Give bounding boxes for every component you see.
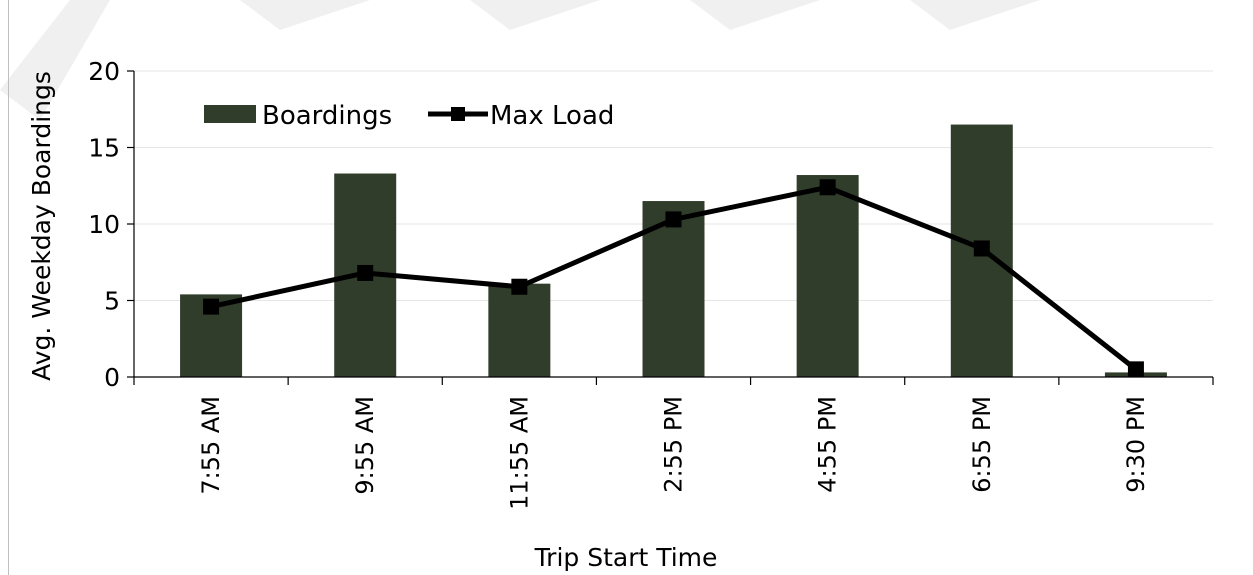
x-tick-label: 7:55 AM	[197, 396, 225, 495]
legend: Boardings Max Load	[204, 101, 614, 131]
max-load-marker	[203, 298, 220, 315]
bar-boardings	[796, 175, 859, 377]
x-tick-label: 4:55 PM	[814, 396, 842, 493]
x-tick-label: 11:55 AM	[505, 396, 533, 510]
watermark-stripe	[240, 0, 370, 30]
y-tick-label: 5	[104, 287, 120, 316]
max-load-marker	[511, 278, 528, 295]
x-axis-label: Trip Start Time	[534, 543, 718, 572]
x-tick-label: 6:55 PM	[968, 396, 996, 493]
y-tick-label: 15	[88, 134, 120, 163]
plot-area: 0 5 10 15 20 7:55 AM 9:55 AM 11:55 AM 2:55 PM 4:…	[88, 57, 1214, 510]
max-load-marker	[357, 264, 374, 281]
watermark-stripe	[470, 0, 600, 30]
watermark-stripe	[690, 0, 820, 30]
x-tick-label: 2:55 PM	[660, 396, 688, 493]
background-watermark	[0, 0, 1040, 120]
x-axis-ticks: 7:55 AM 9:55 AM 11:55 AM 2:55 PM 4:55 PM 6:55…	[133, 377, 1214, 510]
legend-swatch-boardings	[204, 105, 256, 123]
boardings-bars	[180, 124, 1167, 377]
x-tick-label: 9:55 AM	[351, 396, 379, 495]
legend-marker-max-load	[451, 107, 465, 121]
y-axis-label: Avg. Weekday Boardings	[27, 71, 56, 381]
y-axis-ticks: 0 5 10 15 20	[88, 57, 134, 392]
y-tick-label: 10	[88, 210, 120, 239]
bar-boardings	[488, 283, 551, 377]
y-tick-label: 20	[88, 57, 120, 86]
max-load-marker	[973, 240, 990, 257]
legend-label-boardings: Boardings	[262, 101, 392, 131]
max-load-series	[203, 179, 1144, 378]
watermark-stripe	[0, 0, 110, 120]
y-tick-label: 0	[104, 363, 120, 392]
x-tick-label: 9:30 PM	[1122, 396, 1150, 493]
max-load-marker	[665, 211, 682, 228]
watermark-stripe	[910, 0, 1040, 30]
legend-label-max-load: Max Load	[490, 101, 614, 131]
max-load-marker	[1127, 361, 1144, 378]
max-load-marker	[819, 179, 836, 196]
